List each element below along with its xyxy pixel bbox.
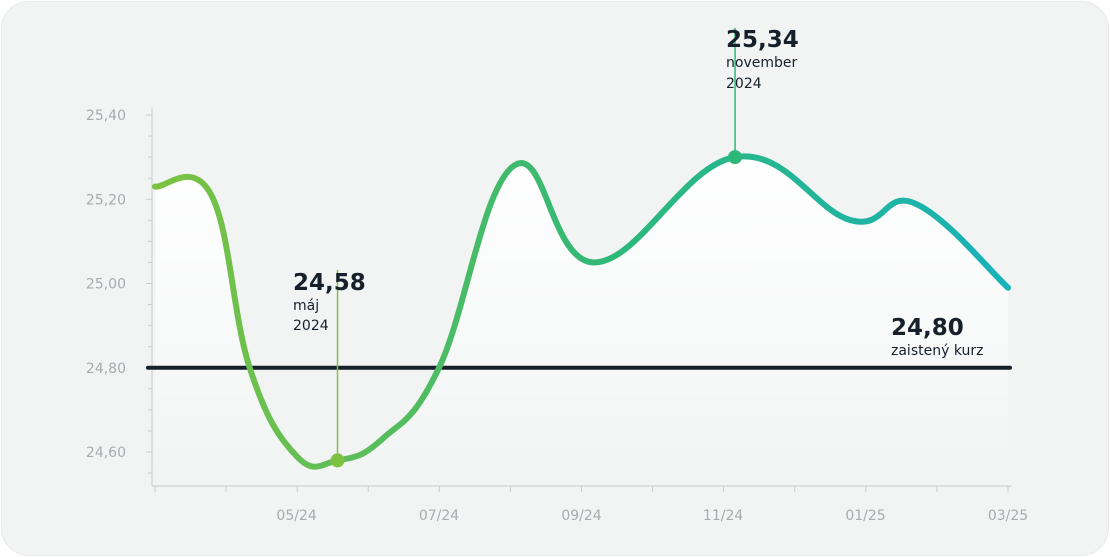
x-tick-label: 11/24 (703, 508, 743, 524)
y-tick-label: 25,00 (86, 277, 126, 293)
max-annotation-month: november (726, 55, 797, 71)
y-tick-label: 25,40 (86, 108, 126, 124)
x-tick-label: 09/24 (561, 508, 601, 524)
max-annotation-value: 25,34 (726, 27, 799, 53)
x-tick-label: 07/24 (419, 508, 459, 524)
min-point (330, 453, 345, 468)
x-tick-label: 03/25 (988, 508, 1028, 524)
series-line (152, 153, 1011, 470)
x-tick-label: 05/24 (276, 508, 316, 524)
series-area (155, 156, 1008, 486)
fixed-rate-label: zaistený kurz (891, 343, 983, 359)
min-annotation-month: máj (293, 298, 319, 314)
fixed-rate-value: 24,80 (891, 315, 964, 341)
min-annotation-year: 2024 (293, 318, 329, 334)
y-tick-label: 25,20 (86, 192, 126, 208)
min-annotation-value: 24,58 (293, 270, 366, 296)
max-point (728, 150, 743, 165)
y-tick-label: 24,60 (86, 445, 126, 461)
y-tick-label: 24,80 (86, 361, 126, 377)
max-annotation-year: 2024 (726, 76, 762, 92)
x-tick-label: 01/25 (845, 508, 885, 524)
